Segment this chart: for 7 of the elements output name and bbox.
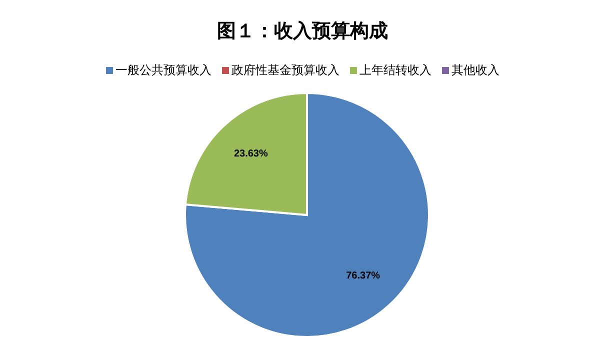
- legend-label: 上年结转收入: [360, 62, 432, 79]
- legend-label: 政府性基金预算收入: [232, 62, 340, 79]
- data-label: 23.63%: [234, 148, 268, 160]
- legend-label: 一般公共预算收入: [116, 62, 212, 79]
- chart-title: 图１：收入预算构成: [216, 19, 389, 44]
- data-label: 76.37%: [346, 270, 380, 282]
- legend-label: 其他收入: [452, 62, 500, 79]
